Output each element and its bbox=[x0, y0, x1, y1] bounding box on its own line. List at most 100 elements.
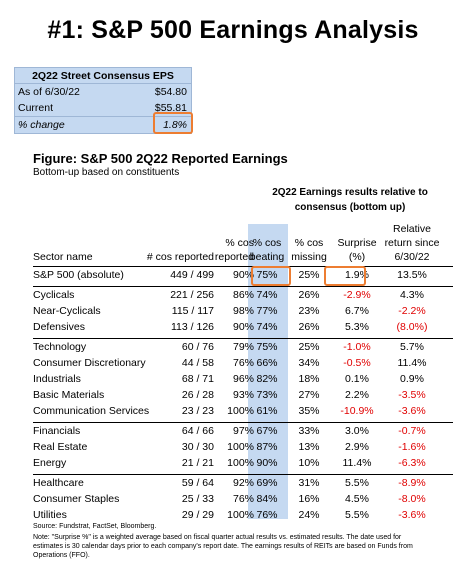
relative-return: -1.6% bbox=[398, 441, 426, 453]
pct-beating: 69% bbox=[256, 477, 278, 489]
reported-count: 29 / 29 bbox=[181, 509, 214, 521]
consensus-header: 2Q22 Street Consensus EPS bbox=[15, 68, 191, 84]
surprise-pct: 6.7% bbox=[345, 305, 369, 317]
sector-name: Basic Materials bbox=[33, 389, 105, 401]
relative-return: 0.9% bbox=[400, 373, 424, 385]
table-row: Defensives 113 / 126 90% 74% 26% 5.3% (8.0%) bbox=[33, 319, 453, 335]
sector-name: Industrials bbox=[33, 373, 81, 385]
pct-missing: 16% bbox=[298, 493, 320, 505]
surprise-pct: 1.9% bbox=[345, 269, 369, 281]
pct-missing: 23% bbox=[298, 305, 320, 317]
pct-reported: 98% bbox=[232, 305, 254, 317]
relative-return: -3.5% bbox=[398, 389, 426, 401]
sector-name: Financials bbox=[33, 425, 81, 437]
table-row: Communication Services 23 / 23 100% 61% 35% -… bbox=[33, 403, 453, 419]
pct-beating: 61% bbox=[256, 405, 278, 417]
group-divider bbox=[33, 422, 453, 423]
sector-name: S&P 500 (absolute) bbox=[33, 269, 124, 281]
consensus-row-asof: As of 6/30/22 $54.80 bbox=[15, 84, 191, 100]
table-row: S&P 500 (absolute) 449 / 499 90% 75% 25% 1.9%… bbox=[33, 267, 453, 283]
relative-return: -8.9% bbox=[398, 477, 426, 489]
pct-reported: 100% bbox=[227, 405, 254, 417]
pct-reported: 97% bbox=[232, 425, 254, 437]
pct-reported: 100% bbox=[227, 441, 254, 453]
surprise-pct: 5.5% bbox=[345, 509, 369, 521]
group-divider bbox=[33, 474, 453, 475]
reported-count: 23 / 23 bbox=[181, 405, 214, 417]
sector-name: Utilities bbox=[33, 509, 67, 521]
reported-count: 21 / 21 bbox=[181, 457, 214, 469]
relative-return: (8.0%) bbox=[396, 321, 428, 333]
reported-count: 115 / 117 bbox=[171, 305, 214, 317]
sector-name: Defensives bbox=[33, 321, 85, 333]
pct-reported: 90% bbox=[232, 321, 254, 333]
relative-return: -3.6% bbox=[398, 405, 426, 417]
reported-count: 113 / 126 bbox=[170, 321, 214, 333]
pct-missing: 34% bbox=[298, 357, 320, 369]
relative-return: 13.5% bbox=[397, 269, 427, 281]
pct-reported: 76% bbox=[232, 493, 254, 505]
reported-count: 449 / 499 bbox=[170, 269, 214, 281]
pct-beating: 84% bbox=[256, 493, 278, 505]
surprise-pct: 2.9% bbox=[345, 441, 369, 453]
earnings-table: Sector name # cos reported % cos reporte… bbox=[33, 223, 453, 523]
sector-name: Healthcare bbox=[33, 477, 84, 489]
sector-name: Communication Services bbox=[33, 405, 150, 417]
table-row: Consumer Staples 25 / 33 76% 84% 16% 4.5% -8.0… bbox=[33, 491, 453, 507]
sector-name: Energy bbox=[33, 457, 67, 469]
consensus-value: 1.8% bbox=[163, 119, 187, 131]
relative-return: 5.7% bbox=[400, 341, 424, 353]
header-divider bbox=[33, 266, 453, 267]
pct-beating: 73% bbox=[256, 389, 278, 401]
pct-beating: 77% bbox=[256, 305, 278, 317]
col-header-sector: Sector name bbox=[33, 251, 93, 263]
surprise-pct: 5.5% bbox=[345, 477, 369, 489]
pct-missing: 25% bbox=[298, 341, 320, 353]
pct-beating: 82% bbox=[256, 373, 278, 385]
table-row: Utilities 29 / 29 100% 76% 24% 5.5% -3.6% bbox=[33, 507, 453, 523]
surprise-pct: -0.5% bbox=[343, 357, 371, 369]
pct-beating: 75% bbox=[256, 269, 278, 281]
col-header-reported: # cos reported bbox=[146, 251, 214, 263]
pct-beating: 76% bbox=[256, 509, 278, 521]
surprise-pct: 3.0% bbox=[345, 425, 369, 437]
pct-beating: 75% bbox=[256, 341, 278, 353]
pct-beating: 74% bbox=[256, 289, 278, 301]
reported-count: 60 / 76 bbox=[181, 341, 214, 353]
sector-name: Technology bbox=[33, 341, 87, 353]
reported-count: 64 / 66 bbox=[181, 425, 214, 437]
sector-name: Consumer Discretionary bbox=[33, 357, 146, 369]
table-row: Near-Cyclicals 115 / 117 98% 77% 23% 6.7% -2.2… bbox=[33, 303, 453, 319]
table-row: Industrials 68 / 71 96% 82% 18% 0.1% 0.9% bbox=[33, 371, 453, 387]
col-header-beating: % cos beating bbox=[249, 237, 285, 263]
consensus-row-change: % change 1.8% bbox=[15, 116, 191, 133]
relative-return: -2.2% bbox=[398, 305, 426, 317]
sector-name: Real Estate bbox=[33, 441, 88, 453]
consensus-label: % change bbox=[18, 119, 65, 131]
surprise-pct: 0.1% bbox=[345, 373, 369, 385]
relative-return: -8.0% bbox=[398, 493, 426, 505]
pct-missing: 24% bbox=[298, 509, 320, 521]
relative-return: 4.3% bbox=[400, 289, 424, 301]
table-header: Sector name # cos reported % cos reporte… bbox=[33, 223, 453, 266]
page-title: #1: S&P 500 Earnings Analysis bbox=[47, 16, 419, 44]
relative-return: -0.7% bbox=[398, 425, 426, 437]
pct-reported: 92% bbox=[232, 477, 254, 489]
pct-missing: 31% bbox=[298, 477, 320, 489]
pct-beating: 67% bbox=[256, 425, 278, 437]
pct-beating: 74% bbox=[256, 321, 278, 333]
pct-reported: 76% bbox=[232, 357, 254, 369]
table-row: Real Estate 30 / 30 100% 87% 13% 2.9% -1.6% bbox=[33, 439, 453, 455]
sector-name: Consumer Staples bbox=[33, 493, 120, 505]
group-header: 2Q22 Earnings results relative to consen… bbox=[272, 187, 428, 213]
consensus-label: Current bbox=[18, 102, 54, 114]
pct-missing: 25% bbox=[298, 269, 320, 281]
surprise-pct: 11.4% bbox=[342, 457, 372, 469]
surprise-pct: -2.9% bbox=[343, 289, 371, 301]
reported-count: 68 / 71 bbox=[181, 373, 214, 385]
sector-name: Near-Cyclicals bbox=[33, 305, 101, 317]
relative-return: -3.6% bbox=[398, 509, 426, 521]
pct-reported: 96% bbox=[232, 373, 254, 385]
group-divider bbox=[33, 338, 453, 339]
pct-beating: 66% bbox=[256, 357, 278, 369]
